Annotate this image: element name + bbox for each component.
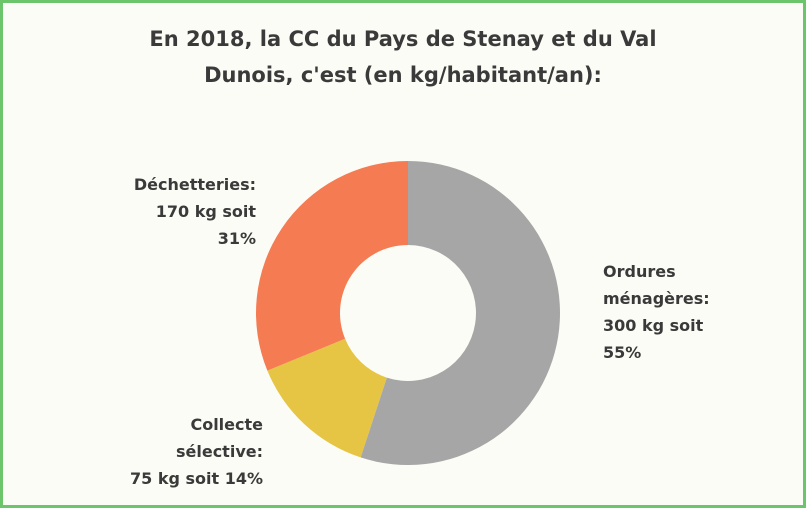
category-label: Ordures ménagères: [603, 262, 710, 308]
slice [267, 338, 387, 458]
chart-title: En 2018, la CC du Pays de Stenay et du V… [149, 27, 657, 87]
chart [255, 161, 560, 465]
slice-label: Ordures ménagères: 300 kg soit 55% [603, 258, 753, 366]
slice [360, 161, 560, 465]
value-label: 75 kg soit 14% [129, 469, 263, 488]
category-label: Collecte sélective: [175, 415, 263, 461]
slice-label: Déchetteries: 170 kg soit 31% [93, 171, 256, 252]
slice [255, 161, 408, 371]
value-label: 170 kg soit 31% [155, 202, 256, 248]
category-label: Déchetteries: [133, 175, 256, 194]
slice-label: Collecte sélective: 75 kg soit 14% [93, 411, 263, 492]
value-label: 300 kg soit 55% [603, 316, 704, 362]
